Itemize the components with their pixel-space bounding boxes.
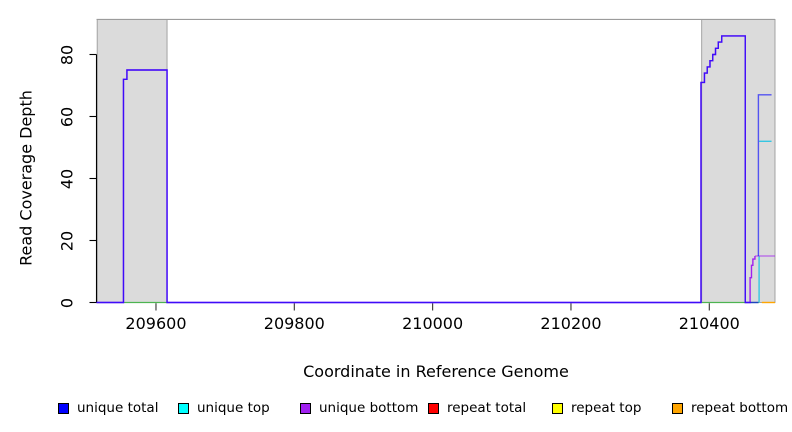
series-line-unique-total	[757, 94, 772, 256]
legend-swatch-icon	[58, 402, 69, 414]
legend-label: unique total	[77, 400, 159, 416]
legend-swatch-icon	[428, 402, 439, 414]
legend-item: unique bottom	[300, 400, 418, 416]
x-axis-title: Coordinate in Reference Genome	[303, 362, 569, 381]
x-tick-label: 210200	[540, 314, 602, 333]
legend-label: repeat top	[571, 400, 642, 416]
legend-label: repeat bottom	[691, 400, 789, 416]
y-tick-label: 40	[57, 168, 77, 189]
y-axis-title: Read Coverage Depth	[16, 90, 36, 266]
legend-item: repeat total	[428, 400, 526, 416]
legend-item: unique total	[58, 400, 158, 416]
legend-item: unique top	[178, 400, 270, 416]
x-tick-label: 209600	[125, 314, 187, 333]
legend-swatch-icon	[672, 402, 683, 414]
legend-label: unique top	[197, 400, 270, 416]
x-tick-label: 210000	[402, 314, 464, 333]
legend-label: repeat total	[447, 400, 527, 416]
x-tick-label: 210400	[678, 314, 740, 333]
y-tick-label: 80	[57, 44, 77, 65]
y-tick-label: 60	[57, 106, 77, 127]
y-tick-label: 20	[57, 230, 77, 251]
plot-canvas	[89, 18, 776, 311]
series-line-unique-total	[96, 35, 759, 304]
legend-swatch-icon	[300, 402, 311, 414]
series-line-unique-bottom	[96, 35, 756, 304]
x-tick-label: 209800	[263, 314, 325, 333]
legend-item: repeat top	[552, 400, 641, 416]
region-band	[701, 19, 776, 303]
legend-label: unique bottom	[319, 400, 419, 416]
region-band	[96, 19, 168, 303]
y-tick-label: 0	[57, 297, 77, 308]
legend-item: repeat bottom	[672, 400, 788, 416]
legend-swatch-icon	[552, 402, 563, 414]
legend-swatch-icon	[178, 402, 189, 414]
